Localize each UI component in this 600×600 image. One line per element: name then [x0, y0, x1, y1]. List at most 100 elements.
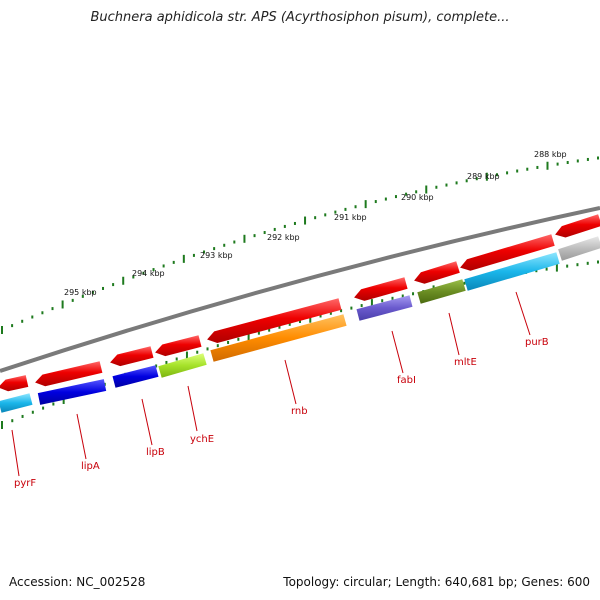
outer-tick-minor — [384, 197, 387, 201]
leader-line-rnb — [284, 359, 297, 405]
inner-tick-minor — [155, 364, 158, 368]
leader-line-pyrF — [11, 429, 20, 477]
gene-label-lipA[interactable]: lipA — [81, 461, 100, 472]
inner-tick-minor — [597, 260, 599, 264]
leader-line-lipA — [76, 413, 87, 460]
outer-tick-minor — [21, 319, 24, 323]
outer-tick-minor — [81, 294, 84, 298]
tick-label-292: 292 kbp — [267, 233, 300, 242]
outer-tick-minor — [475, 177, 478, 181]
outer-tick-minor — [213, 247, 216, 251]
outer-tick-minor — [455, 181, 458, 185]
gene-lipA-bar[interactable] — [37, 379, 107, 405]
outer-tick-minor — [142, 271, 145, 275]
outer-tick-minor — [91, 290, 94, 294]
gene-rnb-bar[interactable] — [210, 314, 347, 362]
outer-tick-minor — [465, 179, 468, 183]
gene-purB-bar[interactable] — [464, 252, 560, 291]
outer-tick-major — [425, 185, 428, 194]
inner-tick-minor — [401, 294, 404, 298]
gene-ychE-bar[interactable] — [158, 353, 207, 378]
cds-arrow-top-3[interactable] — [155, 335, 202, 357]
outer-tick-minor — [506, 171, 509, 175]
tick-label-294: 294 kbp — [132, 269, 165, 278]
cds-arrow-top-7[interactable] — [460, 234, 555, 271]
tick-label-295: 295 kbp — [64, 288, 97, 297]
cds-arrow-top-5[interactable] — [354, 277, 408, 301]
inner-tick-minor — [566, 264, 569, 268]
outer-tick-major — [122, 276, 125, 285]
outer-tick-major — [364, 200, 367, 209]
outer-tick-minor — [273, 227, 276, 231]
outer-tick-track — [1, 156, 599, 334]
genome-title: Buchnera aphidicola str. APS (Acyrthosip… — [90, 10, 510, 25]
accession-text: Accession: NC_002528 — [9, 575, 146, 589]
outer-tick-minor — [536, 165, 539, 169]
cds-arrow-top-6[interactable] — [414, 261, 460, 284]
outer-tick-minor — [152, 268, 155, 272]
gene-label-pyrF[interactable]: pyrF — [14, 478, 36, 489]
inner-tick-minor — [319, 314, 322, 318]
gene-label-fabI[interactable]: fabI — [397, 375, 416, 386]
outer-tick-minor — [172, 260, 175, 264]
outer-tick-major — [61, 300, 64, 309]
outer-tick-minor — [11, 324, 14, 328]
outer-tick-minor — [556, 162, 559, 166]
inner-tick-minor — [206, 347, 209, 351]
inner-tick-major — [62, 395, 65, 404]
outer-tick-major — [243, 234, 246, 243]
outer-tick-minor — [354, 205, 357, 209]
tick-label-291: 291 kbp — [334, 213, 367, 222]
cds-arrow-top-0[interactable] — [0, 375, 29, 392]
outer-tick-major — [1, 326, 3, 334]
outer-tick-minor — [526, 167, 529, 171]
outer-tick-minor — [51, 307, 54, 311]
inner-tick-minor — [268, 328, 271, 332]
inner-tick-major — [185, 351, 188, 360]
outer-tick-minor — [203, 250, 206, 254]
inner-tick-minor — [196, 350, 199, 354]
gene-mltE-bar[interactable] — [417, 279, 466, 304]
cds-arrow-top-8[interactable] — [555, 214, 600, 238]
inner-tick-minor — [278, 325, 281, 329]
gene-pyrF-bar[interactable] — [0, 393, 33, 413]
gene-label-ychE[interactable]: ychE — [190, 434, 214, 445]
cds-arrow-top-4[interactable] — [207, 298, 342, 343]
gene-next-bar[interactable] — [558, 236, 600, 261]
outer-tick-minor — [344, 207, 347, 211]
gene-label-purB[interactable]: purB — [525, 337, 549, 348]
tick-label-290: 290 kbp — [401, 193, 434, 202]
tick-label-289: 289 kbp — [467, 172, 500, 181]
gene-label-rnb[interactable]: rnb — [291, 406, 308, 417]
outer-tick-minor — [253, 234, 256, 238]
inner-tick-minor — [329, 311, 332, 315]
outer-tick-minor — [31, 315, 34, 319]
leader-line-purB — [515, 291, 531, 336]
inner-tick-minor — [257, 331, 260, 335]
gene-fabI-bar[interactable] — [356, 295, 413, 321]
gene-features — [0, 214, 600, 413]
cds-arrow-top-1[interactable] — [35, 361, 103, 387]
genome-summary-text: Topology: circular; Length: 640,681 bp; … — [283, 575, 590, 589]
outer-tick-minor — [435, 185, 438, 189]
outer-tick-minor — [192, 253, 195, 257]
outer-tick-minor — [394, 195, 397, 199]
tick-label-293: 293 kbp — [200, 251, 233, 260]
outer-tick-minor — [293, 221, 296, 225]
cds-arrow-top-2[interactable] — [110, 346, 154, 367]
outer-tick-minor — [516, 169, 519, 173]
inner-tick-minor — [175, 357, 178, 361]
inner-tick-minor — [42, 406, 45, 410]
outer-tick-minor — [415, 190, 418, 194]
outer-tick-minor — [132, 275, 135, 279]
inner-tick-minor — [288, 322, 291, 326]
gene-lipB-bar[interactable] — [112, 365, 159, 388]
leader-line-fabI — [391, 330, 404, 374]
outer-tick-minor — [374, 200, 377, 204]
gene-label-mltE[interactable]: mltE — [454, 357, 477, 368]
inner-tick-minor — [21, 414, 24, 418]
gene-label-lipB[interactable]: lipB — [146, 447, 165, 458]
inner-tick-minor — [576, 263, 579, 267]
outer-tick-minor — [263, 231, 266, 235]
